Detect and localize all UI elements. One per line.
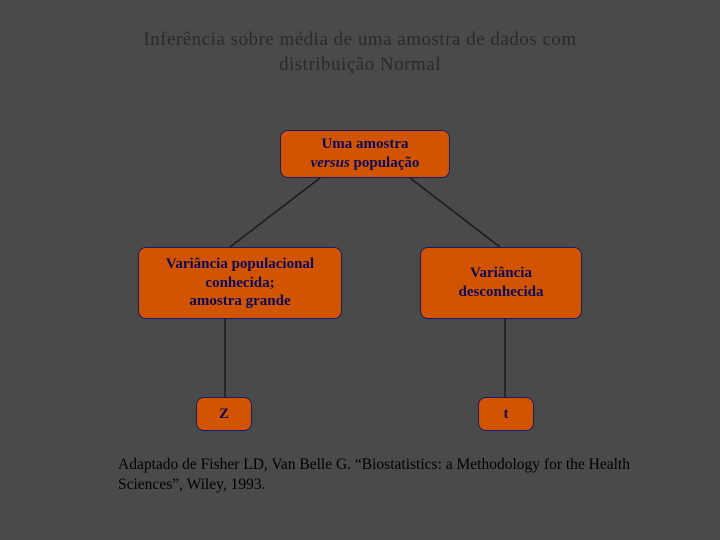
title-line1: Inferência sobre média de uma amostra de… — [143, 29, 576, 50]
citation-text: Adaptado de Fisher LD, Van Belle G. “Bio… — [118, 455, 630, 495]
node-root-line1: Uma amostra — [321, 135, 408, 154]
node-t-label: t — [504, 405, 509, 424]
node-z-label: Z — [219, 405, 229, 424]
node-left: Variância populacional conhecida; amostr… — [138, 247, 342, 319]
node-t: t — [478, 397, 534, 431]
node-z: Z — [196, 397, 252, 431]
node-root-italic: versus — [311, 155, 350, 171]
node-root-rest: população — [350, 155, 420, 171]
node-right-line2: desconhecida — [458, 283, 543, 302]
edge-root-left — [230, 178, 320, 247]
node-right: Variância desconhecida — [420, 247, 582, 319]
slide-title: Inferência sobre média de uma amostra de… — [0, 0, 720, 77]
node-root-line2: versus população — [311, 154, 420, 173]
title-line2: distribuição Normal — [279, 54, 441, 75]
edge-root-right — [410, 178, 500, 247]
node-left-line3: amostra grande — [189, 292, 290, 311]
node-left-line1: Variância populacional — [166, 255, 314, 274]
node-root: Uma amostra versus população — [280, 130, 450, 178]
node-left-line2: conhecida; — [205, 274, 274, 293]
node-right-line1: Variância — [470, 264, 532, 283]
